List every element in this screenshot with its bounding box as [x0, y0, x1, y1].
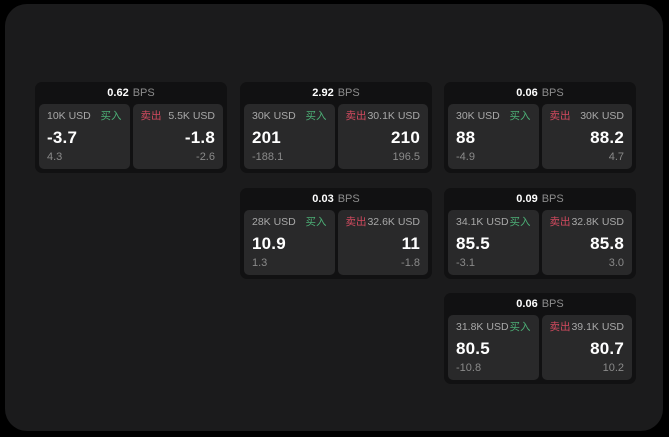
bps-value: 2.92 [312, 87, 334, 99]
bps-value: 0.03 [312, 193, 334, 205]
sell-label: 卖出 [345, 110, 367, 122]
bps-header: 0.09 BPS [444, 188, 636, 210]
sell-amount: 32.6K USD [367, 216, 420, 228]
sell-amount: 32.8K USD [571, 216, 624, 228]
buy-price: 85.5 [456, 233, 490, 253]
sell-change: -2.6 [196, 151, 215, 163]
sell-change: 4.7 [608, 151, 624, 163]
buy-amount: 31.8K USD [456, 321, 509, 333]
bps-header: 0.62 BPS [35, 82, 227, 104]
quote-card: 0.62 BPS 10K USD 买入 -3.7 4.3 卖出 5.5K USD… [35, 82, 227, 173]
buy-change: -3.1 [456, 257, 475, 269]
sell-amount: 5.5K USD [168, 110, 215, 122]
sell-price: 80.7 [590, 338, 624, 358]
bps-header: 0.06 BPS [444, 293, 636, 315]
sell-panel[interactable]: 卖出 30K USD 88.2 4.7 [541, 104, 632, 169]
buy-panel[interactable]: 30K USD 买入 201 -188.1 [244, 104, 335, 169]
sell-label: 卖出 [140, 110, 162, 122]
sell-price: 11 [401, 233, 420, 253]
bps-header: 0.03 BPS [240, 188, 432, 210]
buy-panel[interactable]: 30K USD 买入 88 -4.9 [448, 104, 539, 169]
sell-change: 10.2 [602, 362, 624, 374]
sell-label: 卖出 [549, 321, 571, 333]
buy-amount: 10K USD [47, 110, 91, 122]
sell-label: 卖出 [549, 110, 571, 122]
buy-price: 201 [252, 127, 281, 147]
quote-card: 0.09 BPS 34.1K USD 买入 85.5 -3.1 卖出 32.8K… [444, 188, 636, 279]
bps-header: 2.92 BPS [240, 82, 432, 104]
sell-amount: 39.1K USD [571, 321, 624, 333]
bps-unit-label: BPS [541, 193, 564, 205]
buy-price: -3.7 [47, 127, 78, 147]
buy-label: 买入 [305, 110, 327, 122]
buy-price: 80.5 [456, 338, 490, 358]
bps-unit-label: BPS [337, 87, 360, 99]
quote-card: 2.92 BPS 30K USD 买入 201 -188.1 卖出 30.1K … [240, 82, 432, 173]
buy-price: 88 [456, 127, 476, 147]
quote-card: 0.06 BPS 31.8K USD 买入 80.5 -10.8 卖出 39.1… [444, 293, 636, 384]
buy-change: -10.8 [456, 362, 482, 374]
buy-label: 买入 [100, 110, 122, 122]
buy-panel[interactable]: 34.1K USD 买入 85.5 -3.1 [448, 210, 539, 275]
buy-change: -188.1 [252, 151, 284, 163]
sell-price: 88.2 [590, 127, 624, 147]
buy-amount: 34.1K USD [456, 216, 509, 228]
sell-label: 卖出 [549, 216, 571, 228]
sell-panel[interactable]: 卖出 5.5K USD -1.8 -2.6 [132, 104, 223, 169]
buy-change: 4.3 [47, 151, 63, 163]
quote-card: 0.03 BPS 28K USD 买入 10.9 1.3 卖出 32.6K US… [240, 188, 432, 279]
buy-amount: 28K USD [252, 216, 296, 228]
buy-price: 10.9 [252, 233, 286, 253]
bps-value: 0.06 [516, 298, 538, 310]
bps-value: 0.06 [516, 87, 538, 99]
bps-unit-label: BPS [337, 193, 360, 205]
buy-amount: 30K USD [252, 110, 296, 122]
sell-amount: 30K USD [580, 110, 624, 122]
sell-label: 卖出 [345, 216, 367, 228]
sell-panel[interactable]: 卖出 39.1K USD 80.7 10.2 [541, 315, 632, 380]
buy-label: 买入 [305, 216, 327, 228]
bps-unit-label: BPS [541, 298, 564, 310]
buy-change: -4.9 [456, 151, 475, 163]
buy-panel[interactable]: 28K USD 买入 10.9 1.3 [244, 210, 335, 275]
sell-price: 210 [391, 127, 420, 147]
buy-label: 买入 [509, 321, 531, 333]
bps-unit-label: BPS [132, 87, 155, 99]
sell-change: 3.0 [608, 257, 624, 269]
sell-price: 85.8 [590, 233, 624, 253]
bps-unit-label: BPS [541, 87, 564, 99]
sell-change: 196.5 [392, 151, 420, 163]
buy-amount: 30K USD [456, 110, 500, 122]
buy-label: 买入 [509, 110, 531, 122]
bps-value: 0.62 [107, 87, 129, 99]
sell-panel[interactable]: 卖出 32.6K USD 11 -1.8 [337, 210, 428, 275]
bps-header: 0.06 BPS [444, 82, 636, 104]
buy-panel[interactable]: 31.8K USD 买入 80.5 -10.8 [448, 315, 539, 380]
sell-change: -1.8 [401, 257, 420, 269]
buy-panel[interactable]: 10K USD 买入 -3.7 4.3 [39, 104, 130, 169]
sell-price: -1.8 [184, 127, 215, 147]
bps-value: 0.09 [516, 193, 538, 205]
buy-change: 1.3 [252, 257, 268, 269]
sell-panel[interactable]: 卖出 32.8K USD 85.8 3.0 [541, 210, 632, 275]
buy-label: 买入 [509, 216, 531, 228]
sell-panel[interactable]: 卖出 30.1K USD 210 196.5 [337, 104, 428, 169]
sell-amount: 30.1K USD [367, 110, 420, 122]
quotes-panel: 0.62 BPS 10K USD 买入 -3.7 4.3 卖出 5.5K USD… [5, 4, 663, 431]
quote-card: 0.06 BPS 30K USD 买入 88 -4.9 卖出 30K USD 8… [444, 82, 636, 173]
